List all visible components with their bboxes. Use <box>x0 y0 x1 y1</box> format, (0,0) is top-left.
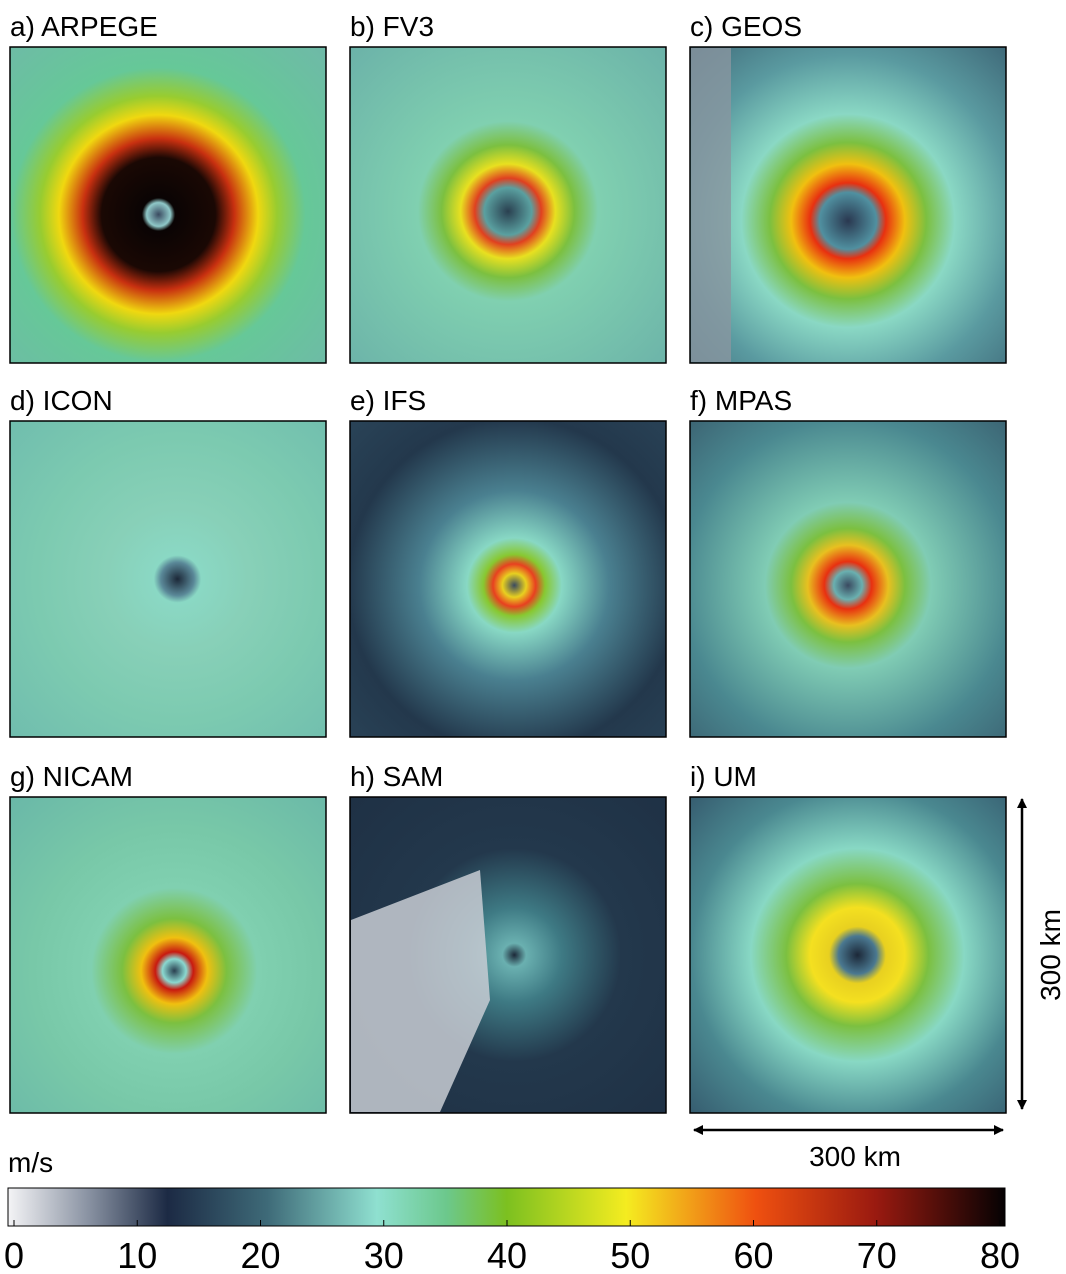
panel-map <box>349 420 667 738</box>
colorbar <box>7 1187 1006 1227</box>
panel-label: e) IFS <box>350 385 426 416</box>
colorbar-unit: m/s <box>8 1147 53 1178</box>
colorbar-tick-label: 70 <box>857 1235 897 1274</box>
panel-label: f) MPAS <box>690 385 792 416</box>
panel-label: d) ICON <box>10 385 113 416</box>
panel-map <box>689 420 1007 738</box>
colorbar-tick-label: 30 <box>364 1235 404 1274</box>
panel-label: g) NICAM <box>10 761 133 792</box>
colorbar-tick-label: 80 <box>980 1235 1020 1274</box>
panel-map <box>9 796 327 1114</box>
colorbar-tick-label: 50 <box>610 1235 650 1274</box>
colorbar-tick-label: 60 <box>733 1235 773 1274</box>
land <box>691 48 731 362</box>
panel-label: i) UM <box>690 761 757 792</box>
scale-y-label: 300 km <box>1035 909 1066 1001</box>
scale-x-label: 300 km <box>809 1141 901 1172</box>
panel-map <box>689 796 1007 1114</box>
colorbar-tick-label: 10 <box>117 1235 157 1274</box>
colorbar-tick-label: 0 <box>4 1235 24 1274</box>
land <box>351 870 490 1112</box>
colorbar-tick-label: 20 <box>240 1235 280 1274</box>
colorbar-tick-label: 40 <box>487 1235 527 1274</box>
panel-map <box>689 46 1007 364</box>
panel-label: a) ARPEGE <box>10 11 158 42</box>
panel-label: h) SAM <box>350 761 443 792</box>
panel-map <box>9 420 327 738</box>
panel-map <box>349 46 667 364</box>
panel-map <box>9 46 327 364</box>
panel-label: b) FV3 <box>350 11 434 42</box>
panel-label: c) GEOS <box>690 11 802 42</box>
